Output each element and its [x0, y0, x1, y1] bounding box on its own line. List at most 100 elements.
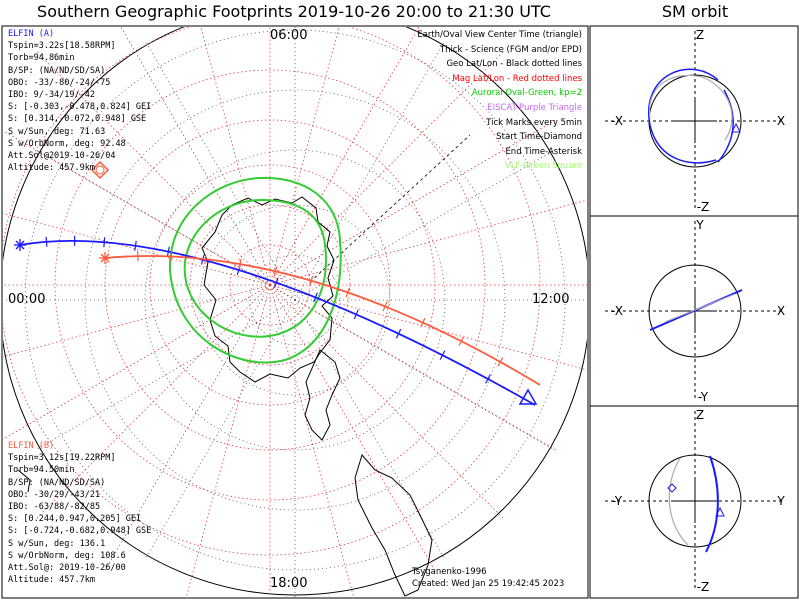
mag-lon-line: [269, 27, 420, 286]
elfin-a-tick: [274, 277, 279, 288]
elfin-b-start-circle: [95, 165, 105, 175]
info-line: ELFIN (B): [8, 441, 55, 451]
elfin-b-tick: [309, 275, 314, 286]
sm-orbits-3: [667, 455, 725, 553]
view-center-line: [309, 134, 471, 283]
info-line: Torb=94.50min: [8, 465, 75, 476]
geo-lat-circle: [144, 149, 446, 451]
elfin-b-start-diamond: [90, 160, 110, 180]
geo-lat-circle: [199, 204, 391, 396]
info-line: Att.Sol@2019-10-26/04: [8, 151, 116, 162]
sm-orbit-panels: Z -Z -X X Y -Y -X X Z -Z -Y Y: [605, 28, 785, 594]
mag-lon-line: [36, 284, 271, 519]
elfin-b-tick: [204, 254, 207, 265]
sm-orbits-2: [649, 289, 743, 331]
hour-label-right: 12:00: [532, 292, 570, 307]
sm-orbits-1: [647, 68, 741, 164]
sm-axis-label: -Z: [697, 200, 710, 214]
earth-circle: [648, 264, 742, 358]
sm-panel-1: Z -Z -X X: [605, 28, 785, 214]
info-line: OBO: -30/29/-43/21: [8, 489, 101, 500]
diamond-marker: [667, 483, 677, 493]
hour-label-bottom: 18:00: [270, 576, 308, 591]
legend-entry: Start Time-Diamond: [496, 132, 582, 143]
legend-entry: Thick - Science (FGM and/or EPD): [439, 44, 582, 55]
elfin-b-tick: [273, 266, 278, 277]
info-line: B/SP: (NA/ND/SD/SA): [8, 65, 106, 76]
sm-panel-3: Z -Z -Y Y: [605, 408, 785, 594]
mag-lat-circle: [54, 69, 486, 501]
geo-lon-line: [144, 299, 296, 561]
legend-entry: VLF-Green Square: [504, 161, 582, 172]
info-line: IBO: 9/-34/19/-42: [8, 90, 95, 101]
elfin-a-tick: [45, 236, 48, 247]
view-center-triangle: [518, 388, 538, 405]
info-line: S: [-0.724,-0.682,0.948] GSE: [8, 526, 152, 537]
sm-axis-label: Z: [696, 28, 704, 42]
orbit-b: [664, 293, 736, 323]
geo-lon-line: [294, 299, 556, 451]
mag-lon-line: [200, 27, 271, 286]
elfin-a-end-asterisk: [15, 240, 25, 250]
orbit-a: [647, 68, 719, 164]
sm-axis-label: Y: [695, 218, 704, 232]
sm-axis-label: X: [777, 114, 785, 128]
map-frame: [1, 25, 589, 599]
auroral-oval-inner: [183, 198, 327, 338]
geo-lat-circle: [84, 89, 506, 511]
info-line: Torb=94.86min: [8, 53, 75, 64]
info-line: Altitude: 457.7km: [8, 575, 95, 586]
mag-lon-line: [3, 130, 271, 286]
info-line: OBO: -33/-80/-24/-75: [8, 77, 111, 88]
geo-lat-circle: [24, 29, 566, 571]
credits: Tsyganenko-1996 Created: Wed Jan 25 19:42…: [412, 566, 564, 590]
info-line: Att.Sol@: 2019-10-26/00: [8, 563, 126, 574]
info-line: S: [0.244,0.947,0.205] GEI: [8, 514, 142, 525]
sm-orbit-title: SM orbit: [661, 2, 729, 21]
hour-label-top: 06:00: [270, 28, 308, 43]
sm-frame: [589, 25, 799, 599]
mag-lon-line: [120, 27, 271, 286]
mag-lon-line: [269, 27, 340, 286]
mag-lat-circle: [3, 27, 541, 556]
credit-line: Tsyganenko-1996: [412, 567, 487, 577]
triangle-marker: [715, 506, 725, 517]
legend: Earth/Oval View Center Time (triangle) Th…: [417, 28, 582, 174]
sm-axis-label: Z: [696, 408, 704, 422]
info-line: S: [0.314,-0.072,0.948] GSE: [8, 114, 147, 125]
elfin-b-tick: [497, 357, 504, 367]
elfin-a-track: [19, 240, 536, 406]
triangle-marker: [731, 122, 741, 133]
chart-title: Southern Geographic Footprints 2019-10-2…: [37, 2, 551, 21]
horizon-circle: [3, 27, 587, 596]
info-line: Tspin=3.22s[18.58RPM]: [8, 41, 116, 52]
sm-axis-label: -Y: [698, 390, 709, 404]
orbit-a: [717, 89, 734, 163]
mag-lon-line: [3, 284, 271, 357]
orbit-b: [668, 457, 689, 546]
elfin-a-tick: [166, 246, 170, 257]
info-line: ELFIN (A): [8, 29, 55, 39]
mag-lon-line: [269, 284, 355, 597]
elfin-a-info: ELFIN (A) Tspin=3.22s[18.58RPM] Torb=94.86…: [8, 28, 151, 174]
elfin-b-end-asterisk: [100, 253, 110, 263]
elfin-a-tick: [103, 237, 106, 248]
elfin-a-tick: [395, 328, 402, 339]
elfin-a-tick: [485, 374, 491, 384]
orbit-a: [705, 455, 719, 553]
info-line: S w/Sun, deg: 71.63: [8, 126, 106, 137]
peninsula-coastline: [304, 349, 341, 441]
elfin-a-tick: [134, 240, 137, 251]
info-line: S w/OrbNorm, deg: 108.6: [8, 550, 126, 561]
mag-grid: [3, 27, 587, 597]
sm-axis-label: -Z: [697, 580, 710, 594]
mag-lon-line: [3, 284, 271, 440]
legend-entry: Earth/Oval View Center Time (triangle): [417, 30, 582, 40]
info-line: Altitude: 457.9km: [8, 163, 95, 174]
elfin-b-info: ELFIN (B) Tspin=3.12s[19.22RPM] Torb=94.50…: [8, 440, 151, 586]
elfin-b-tick: [458, 336, 465, 346]
auroral-oval-outer: [168, 176, 342, 364]
credit-line: Created: Wed Jan 25 19:42:45 2023: [412, 579, 565, 589]
mag-lon-line: [104, 284, 271, 571]
sm-axis-label: -Y: [612, 494, 623, 508]
